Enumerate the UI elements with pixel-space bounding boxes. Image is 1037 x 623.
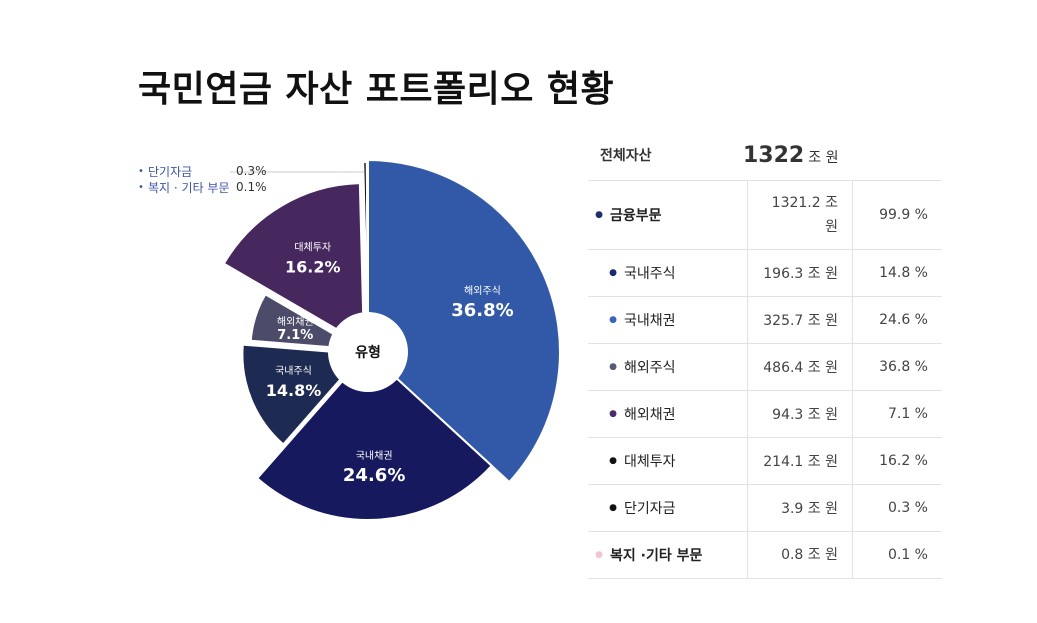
bullet-icon: ●	[609, 456, 617, 466]
table-row: ● 대체투자 214.1 조 원 16.2 %	[588, 438, 942, 485]
row-percent: 36.8 %	[852, 344, 942, 390]
table-row: ● 국내채권 325.7 조 원 24.6 %	[588, 297, 942, 344]
center-label: 유형	[355, 344, 381, 361]
table-row: ● 금융부문 1321.2 조 원 99.9 %	[588, 181, 942, 250]
center-hole	[328, 312, 408, 392]
row-amount: 1321.2 조 원	[747, 181, 852, 249]
table-row: ● 해외주식 486.4 조 원 36.8 %	[588, 344, 942, 391]
small-legend: • 단기자금 0.3% • 복지 · 기타 부문 0.1%	[138, 163, 267, 195]
row-amount: 325.7 조 원	[747, 297, 852, 343]
total-value: 1322	[743, 142, 805, 168]
row-percent: 14.8 %	[852, 250, 942, 296]
slice-name-label: 국내주식	[275, 365, 312, 377]
row-name: 금융부문	[610, 208, 662, 224]
row-name-cell: ● 해외주식	[588, 344, 747, 390]
legend-dot: •	[138, 181, 144, 193]
pie-slice[interactable]	[222, 182, 365, 347]
row-percent: 24.6 %	[852, 297, 942, 343]
bullet-icon: ●	[609, 503, 617, 513]
row-percent: 99.9 %	[852, 181, 942, 249]
row-name-cell: ● 해외채권	[588, 391, 747, 437]
bullet-icon: ●	[595, 550, 603, 560]
row-name-cell: ● 대체투자	[588, 438, 747, 484]
total-label: 전체자산	[600, 148, 652, 164]
row-name: 단기자금	[624, 501, 676, 517]
bullet-icon: ●	[609, 362, 617, 372]
pie-slice[interactable]	[255, 350, 494, 521]
pie-slice[interactable]	[365, 160, 369, 353]
legend-label: 단기자금	[148, 164, 193, 179]
row-amount: 214.1 조 원	[747, 438, 852, 484]
row-name: 대체투자	[624, 454, 676, 470]
pie-slice[interactable]	[367, 158, 561, 484]
row-amount: 196.3 조 원	[747, 250, 852, 296]
row-name-cell: ● 금융부문	[588, 181, 747, 249]
legend-pct: 0.1%	[236, 180, 267, 194]
row-name: 복지 ·기타 부문	[610, 548, 703, 564]
bullet-icon: ●	[609, 315, 617, 325]
table-row: ● 해외채권 94.3 조 원 7.1 %	[588, 391, 942, 438]
bullet-icon: ●	[609, 268, 617, 278]
table-row: ● 복지 ·기타 부문 0.8 조 원 0.1 %	[588, 532, 942, 579]
slice-name-label: 해외주식	[464, 284, 501, 297]
slice-value-label: 16.2%	[285, 258, 341, 277]
slice-value-label: 7.1%	[277, 328, 313, 343]
row-amount: 0.8 조 원	[747, 532, 852, 578]
legend-label: 복지 · 기타 부문	[148, 180, 230, 195]
bullet-icon: ●	[609, 409, 617, 419]
row-amount: 3.9 조 원	[747, 485, 852, 531]
row-name: 국내주식	[624, 266, 676, 282]
legend-item-short-term[interactable]: • 단기자금 0.3%	[138, 163, 267, 179]
slice-name-label: 국내채권	[356, 450, 393, 462]
table-row: ● 단기자금 3.9 조 원 0.3 %	[588, 485, 942, 532]
legend-item-welfare[interactable]: • 복지 · 기타 부문 0.1%	[138, 179, 267, 195]
slice-name-label: 대체투자	[294, 242, 331, 254]
row-percent: 0.1 %	[852, 532, 942, 578]
row-amount: 94.3 조 원	[747, 391, 852, 437]
slice-name-label: 해외채권	[277, 315, 314, 328]
row-amount: 486.4 조 원	[747, 344, 852, 390]
legend-dot: •	[138, 165, 144, 177]
row-percent: 7.1 %	[852, 391, 942, 437]
asset-table: 전체자산 1322 조 원 ● 금융부문 1321.2 조 원 99.9 % ● 국내주식 1…	[588, 130, 942, 579]
total-row: 전체자산 1322 조 원	[588, 130, 942, 181]
total-unit: 조 원	[808, 149, 839, 166]
page-title: 국민연금 자산 포트폴리오 현황	[138, 69, 615, 110]
table-body: ● 금융부문 1321.2 조 원 99.9 % ● 국내주식 196.3 조 원 14.8 …	[588, 181, 942, 579]
row-name-cell: ● 국내주식	[588, 250, 747, 296]
row-name-cell: ● 국내채권	[588, 297, 747, 343]
slice-value-label: 24.6%	[343, 465, 405, 486]
row-name: 해외주식	[624, 360, 676, 376]
slice-value-label: 14.8%	[266, 381, 322, 400]
table-row: ● 국내주식 196.3 조 원 14.8 %	[588, 250, 942, 297]
row-percent: 0.3 %	[852, 485, 942, 531]
legend-pct: 0.3%	[236, 164, 267, 178]
row-name-cell: ● 복지 ·기타 부문	[588, 532, 747, 578]
bullet-icon: ●	[595, 210, 603, 220]
row-name-cell: ● 단기자금	[588, 485, 747, 531]
row-name: 국내채권	[624, 313, 676, 329]
row-percent: 16.2 %	[852, 438, 942, 484]
slice-value-label: 36.8%	[451, 300, 513, 321]
row-name: 해외채권	[624, 407, 676, 423]
